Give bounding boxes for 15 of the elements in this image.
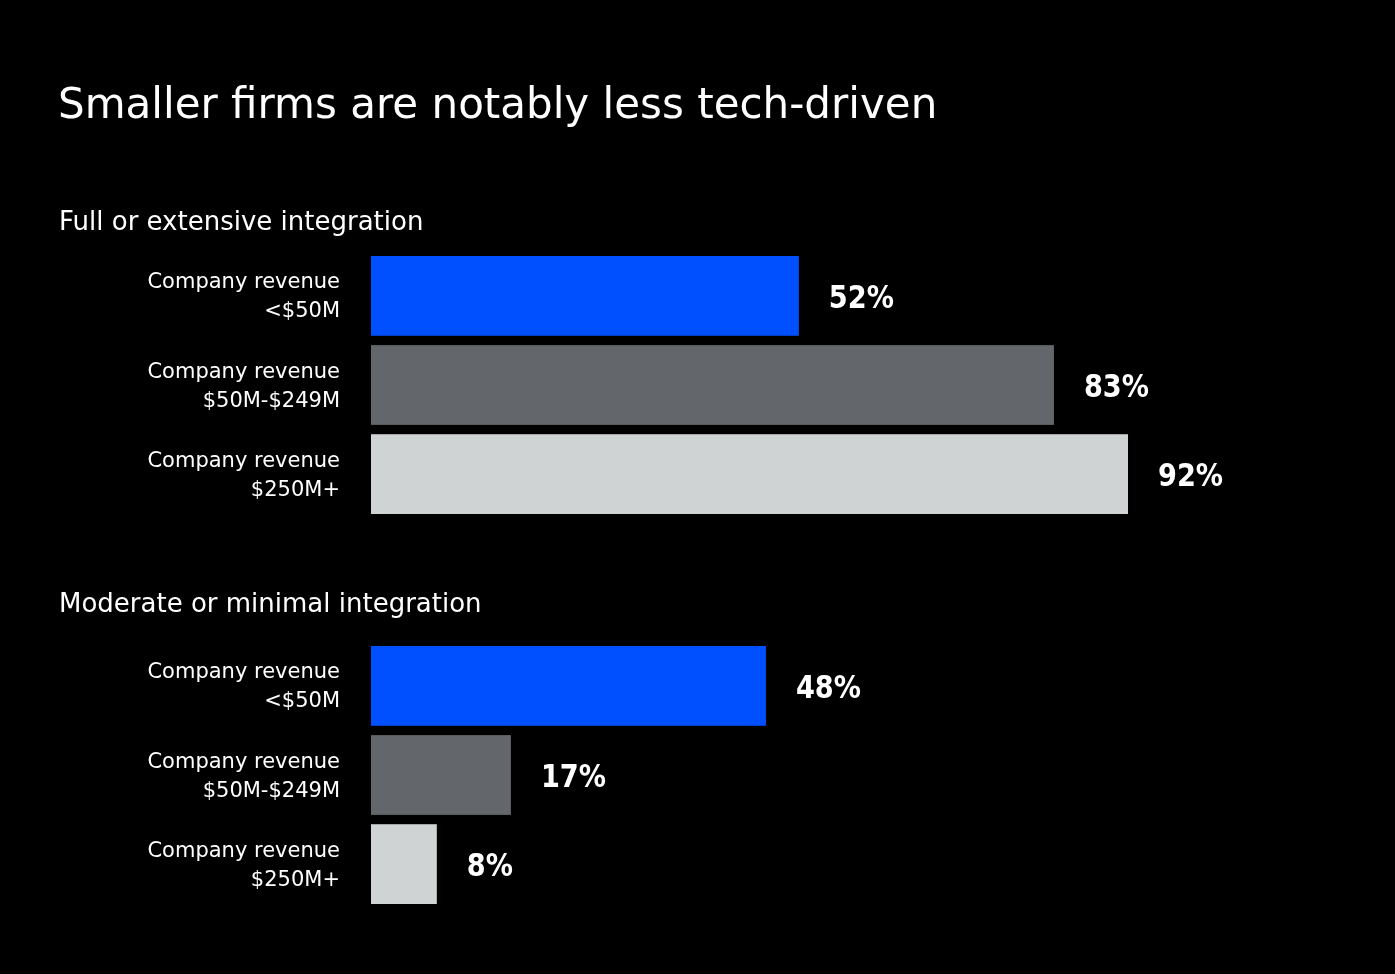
category-label: Company revenue $50M-$249M — [147, 358, 340, 412]
data-label: 92% — [1158, 455, 1224, 494]
category-label: Company revenue $250M+ — [147, 447, 340, 501]
chart-subtitle: Full or extensive integration — [59, 206, 424, 236]
category-label: Company revenue $250M+ — [147, 837, 340, 891]
category-label: Company revenue <$50M — [147, 659, 340, 713]
data-label: 83% — [1083, 366, 1150, 405]
category-label: Company revenue $50M-$249M — [147, 748, 340, 802]
data-label: 48% — [795, 667, 862, 706]
chart-title: Moderate or minimal integration — [59, 588, 482, 618]
data-label: 52% — [828, 277, 894, 316]
category-label: Company revenue <$50M — [147, 269, 340, 323]
chart-title: Smaller firms are notably less tech-driven — [58, 79, 938, 128]
data-label: 17% — [540, 756, 606, 795]
data-label: 8% — [466, 845, 513, 884]
